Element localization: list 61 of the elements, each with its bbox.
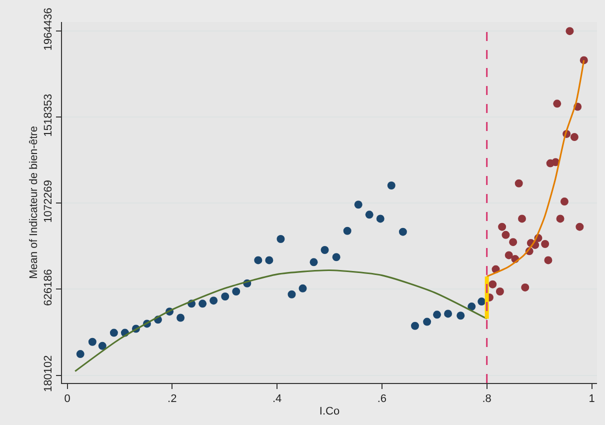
y-tick-label: 1518353: [42, 94, 55, 137]
x-tick-label: 0: [64, 393, 70, 406]
y-tick-label: 1072269: [42, 180, 55, 223]
y-tick-label: 1964436: [42, 8, 55, 51]
point: [365, 210, 374, 219]
x-tick-label: .2: [168, 393, 177, 406]
point: [354, 200, 362, 209]
point: [198, 300, 207, 308]
point: [514, 179, 523, 188]
point: [444, 310, 452, 318]
point: [310, 258, 318, 266]
point: [544, 256, 552, 264]
point: [456, 312, 465, 320]
y-axis-title: Mean of Indicateur de bien-être: [28, 126, 40, 279]
y-tick-label: 626186: [42, 269, 55, 306]
point: [265, 256, 274, 264]
x-tick-label: .6: [377, 393, 387, 406]
point: [433, 310, 442, 319]
point: [541, 240, 550, 248]
point: [518, 214, 526, 223]
point: [504, 251, 513, 260]
point: [98, 342, 106, 350]
point: [387, 182, 396, 190]
point: [110, 328, 118, 337]
point: [570, 133, 578, 142]
point: [560, 198, 568, 206]
point: [76, 350, 84, 358]
point: [210, 296, 218, 305]
point: [468, 302, 476, 311]
point: [254, 256, 262, 264]
y-tick-label: 180102: [42, 355, 55, 392]
point: [509, 238, 518, 246]
point: [502, 230, 510, 239]
point: [556, 214, 564, 223]
x-tick-label: .8: [482, 393, 492, 406]
point: [553, 100, 562, 108]
point: [576, 222, 584, 231]
point: [496, 288, 504, 296]
point: [288, 290, 296, 298]
x-tick-label: .4: [272, 393, 282, 406]
point: [478, 298, 486, 306]
point: [276, 234, 285, 243]
point: [88, 338, 96, 346]
point: [176, 314, 185, 322]
point: [498, 222, 506, 231]
point: [232, 288, 240, 296]
point: [411, 322, 419, 330]
line-series: [74, 269, 488, 372]
x-axis-title: I.Co: [319, 405, 340, 418]
point: [320, 246, 329, 254]
point: [423, 318, 432, 326]
x-tick-label: 1: [588, 393, 595, 406]
point: [221, 292, 230, 301]
point: [521, 283, 530, 292]
point: [398, 228, 407, 236]
point: [376, 214, 384, 223]
point: [488, 280, 497, 288]
point: [332, 253, 340, 262]
point: [343, 226, 352, 235]
point: [298, 284, 307, 292]
point: [566, 27, 574, 36]
